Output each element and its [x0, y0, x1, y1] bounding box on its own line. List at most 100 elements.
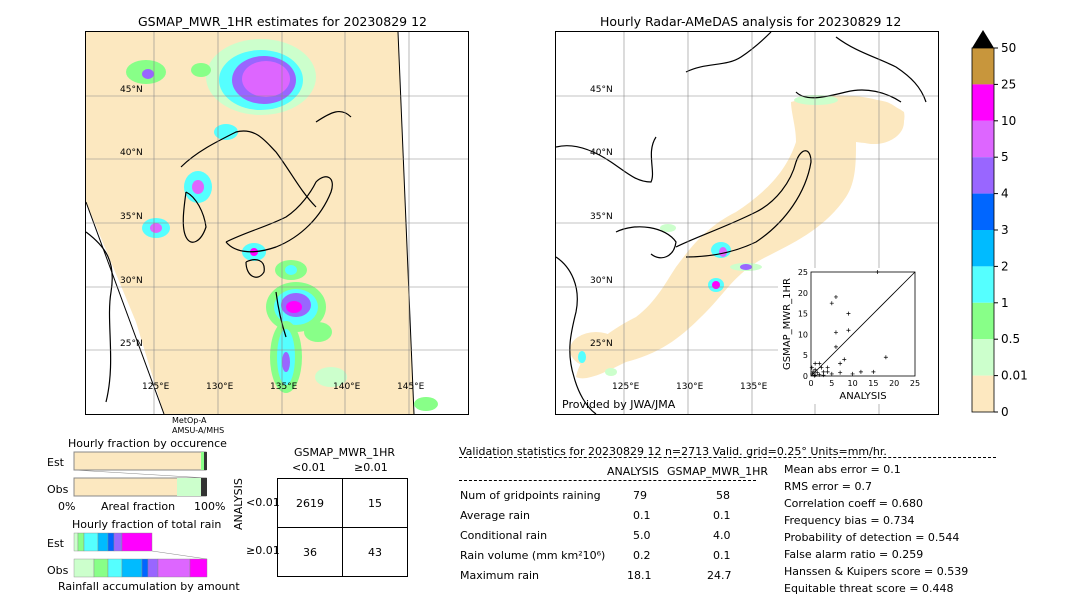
stat-label-0: Num of gridpoints raining	[460, 489, 601, 502]
scatter-point	[833, 294, 838, 299]
colorbar: 50 25 10 5 4 3 2 1 0.5 0.01 0	[971, 30, 1028, 418]
right-coastlines	[556, 32, 927, 414]
right-lat-35: 35°N	[590, 212, 613, 222]
stat-label-1: Average rain	[460, 509, 530, 522]
occ-est-bar-light	[201, 452, 204, 470]
scatter-point	[821, 373, 826, 378]
stat-g-1: 0.1	[713, 509, 731, 522]
stat-g-0: 58	[716, 489, 730, 502]
scatter-point	[838, 361, 843, 366]
left-lon-130: 130°E	[206, 382, 234, 392]
contingency-row-lt: <0.01	[246, 496, 280, 509]
cell-hit: 43	[342, 527, 408, 577]
cell-hit-none: 2619	[277, 478, 343, 528]
left-lon-125: 125°E	[142, 382, 170, 392]
scatter-point	[809, 365, 814, 370]
stat-g-4: 24.7	[707, 569, 732, 582]
colorbar-segment	[972, 157, 994, 194]
scatter-ytick-label: 0	[803, 372, 808, 381]
scatter-xlabel: ANALYSIS	[839, 391, 886, 402]
colorbar-segment	[972, 84, 994, 121]
colorbar-tick-label: 1	[1001, 296, 1009, 310]
occ-est-bar-dry	[73, 451, 207, 471]
scatter-point	[838, 370, 843, 375]
stat-a-0: 79	[633, 489, 647, 502]
stat-a-3: 0.2	[633, 549, 651, 562]
occ-axis-left: 0%	[58, 500, 76, 513]
total-rain-bars	[73, 532, 208, 578]
tot-est-label: Est	[47, 537, 64, 550]
tot-obs-label: Obs	[47, 564, 69, 577]
stats-header-divider	[459, 457, 996, 458]
scatter-xtick-label: 20	[889, 379, 899, 388]
scatter-point	[858, 369, 863, 374]
scatter-xtick-label: 0	[808, 379, 813, 388]
occurrence-bars	[73, 451, 208, 497]
occ-est-bar-heavy	[204, 452, 207, 470]
score-7: Equitable threat score = 0.448	[784, 582, 954, 595]
contingency-table: 2619 15 36 43	[277, 478, 408, 577]
scatter-point	[875, 270, 880, 274]
scatter-ytick-label: 15	[798, 310, 808, 319]
occ-obs-bar-light	[177, 478, 201, 496]
cell-false-alarm: 15	[342, 478, 408, 528]
colorbar-segment	[972, 339, 994, 376]
occ-obs-label: Obs	[47, 483, 69, 496]
satellite-note-1: MetOp-A	[172, 416, 207, 425]
contingency-row-ge: ≥0.01	[246, 544, 280, 557]
left-map-canvas	[86, 32, 468, 414]
scatter-point	[829, 301, 834, 306]
scatter-xtick-label: 25	[910, 379, 920, 388]
scatter-point	[811, 369, 816, 374]
score-1: RMS error = 0.7	[784, 480, 872, 493]
scatter-point	[813, 373, 818, 378]
left-map-title: GSMAP_MWR_1HR estimates for 20230829 12	[138, 14, 427, 29]
contingency-col-ge: ≥0.01	[354, 461, 388, 474]
contingency-col-lt: <0.01	[292, 461, 326, 474]
scatter-point	[871, 369, 876, 374]
scatter-point	[813, 361, 818, 366]
right-lat-40: 40°N	[590, 148, 613, 158]
right-lat-45: 45°N	[590, 85, 613, 95]
fraction-occurrence-title: Hourly fraction by occurence	[68, 437, 227, 450]
scatter-ytick-label: 25	[798, 268, 808, 277]
left-lat-35: 35°N	[120, 212, 143, 222]
left-lon-135: 135°E	[270, 382, 298, 392]
satellite-note-2: AMSU-A/MHS	[172, 426, 225, 435]
cell-miss: 36	[277, 527, 343, 577]
right-lon-125: 125°E	[612, 382, 640, 392]
stat-label-2: Conditional rain	[460, 529, 548, 542]
score-6: Hanssen & Kuipers score = 0.539	[784, 565, 969, 578]
left-coastlines	[86, 110, 352, 403]
scatter-point	[815, 370, 820, 375]
colorbar-tick-label: 0.5	[1001, 332, 1020, 346]
scatter-point	[817, 361, 822, 366]
scatter-point	[842, 357, 847, 362]
colorbar-segment	[972, 375, 994, 412]
scatter-point	[825, 365, 830, 370]
colorbar-tick-label: 3	[1001, 223, 1009, 237]
stats-header: Validation statistics for 20230829 12 n=…	[459, 445, 887, 458]
scatter-point	[810, 371, 815, 376]
occ-obs-bar-heavy	[201, 478, 207, 496]
stat-g-3: 0.1	[713, 549, 731, 562]
score-2: Correlation coeff = 0.680	[784, 497, 923, 510]
colorbar-tick-label: 5	[1001, 150, 1009, 164]
score-5: False alarm ratio = 0.259	[784, 548, 924, 561]
colorbar-segment	[972, 230, 994, 267]
left-lat-40: 40°N	[120, 148, 143, 158]
scatter-point	[819, 365, 824, 370]
colorbar-tick-label: 4	[1001, 187, 1009, 201]
scatter-plot: 00 5 5 10 10 15 15 20 20 25 25 ANALYSIS GSMAP_MWR_1H…	[778, 268, 938, 404]
right-lon-135: 135°E	[740, 382, 768, 392]
left-lat-30: 30°N	[120, 276, 143, 286]
right-map-title: Hourly Radar-AMeDAS analysis for 2023082…	[600, 14, 902, 29]
scatter-point	[883, 355, 888, 360]
score-4: Probability of detection = 0.544	[784, 531, 960, 544]
right-lat-25: 25°N	[590, 339, 613, 349]
contingency-title: GSMAP_MWR_1HR	[294, 446, 396, 459]
scatter-point	[825, 369, 830, 374]
scatter-point	[817, 372, 822, 377]
stat-label-4: Maximum rain	[460, 569, 539, 582]
scatter-ytick-label: 10	[798, 330, 808, 339]
